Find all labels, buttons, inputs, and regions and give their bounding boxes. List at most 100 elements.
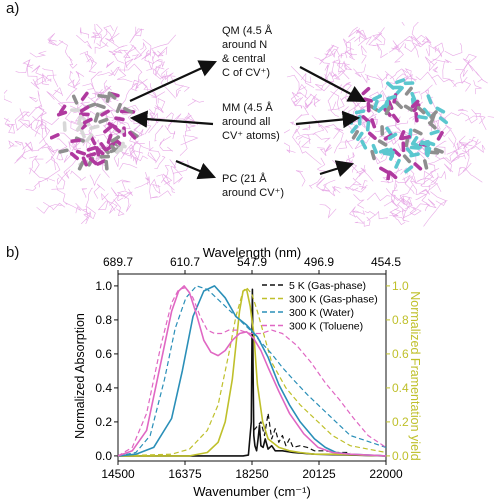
- solvent-molecule: [185, 123, 191, 137]
- solvent-molecule: [334, 127, 344, 142]
- solvent-molecule: [351, 186, 367, 193]
- solvent-molecule: [116, 179, 131, 191]
- solvent-molecule: [56, 169, 71, 186]
- y-tick-label: 0.8: [95, 313, 112, 327]
- solvent-molecule: [449, 154, 466, 165]
- solvent-molecule: [428, 157, 443, 172]
- cv-bond: [412, 128, 423, 136]
- solvent-molecule: [284, 129, 291, 134]
- solvent-molecule: [108, 187, 119, 206]
- solvent-molecule: [383, 189, 398, 207]
- solvent-molecule: [38, 106, 47, 119]
- x2-tick-label: 496.9: [304, 255, 334, 269]
- series-line-0: [118, 288, 387, 457]
- solvent-molecule: [475, 71, 488, 84]
- solvent-molecule: [108, 26, 120, 42]
- cv-bond: [77, 160, 85, 171]
- cv-bond: [70, 138, 81, 143]
- solvent-molecule: [302, 124, 311, 131]
- solvent-molecule: [487, 116, 494, 118]
- solvent-molecule: [385, 188, 412, 201]
- solvent-molecule: [75, 101, 90, 122]
- solvent-molecule: [444, 43, 463, 57]
- solvent-molecule: [150, 190, 172, 199]
- solvent-molecule: [46, 142, 59, 159]
- solvent-molecule: [113, 149, 125, 167]
- solvent-molecule: [286, 74, 307, 91]
- solvent-molecule: [390, 211, 406, 226]
- cv-bond: [58, 148, 69, 154]
- cv-bond: [377, 139, 388, 147]
- solvent-molecule: [20, 116, 37, 127]
- solvent-molecule: [296, 83, 308, 98]
- cv-bond: [356, 131, 364, 142]
- solvent-molecule: [453, 81, 472, 92]
- solvent-molecule: [29, 50, 47, 58]
- solvent-molecule: [119, 121, 131, 129]
- solvent-molecule: [93, 183, 106, 199]
- solvent-molecule: [4, 118, 15, 128]
- solvent-molecule: [462, 141, 470, 157]
- solvent-molecule: [394, 177, 406, 190]
- solvent-molecule: [290, 91, 309, 107]
- solvent-molecule: [56, 185, 68, 205]
- solvent-molecule: [298, 145, 322, 166]
- solvent-molecule: [372, 32, 382, 43]
- cv-bond: [80, 91, 89, 101]
- cv-bond: [384, 105, 392, 116]
- solvent-molecule: [75, 202, 89, 224]
- cv-bond: [400, 135, 411, 141]
- solvent-molecule: [456, 142, 473, 150]
- cv-bond: [416, 105, 426, 115]
- solvent-molecule: [160, 75, 176, 99]
- solvent-molecule: [423, 169, 436, 185]
- solvent-molecule: [16, 123, 33, 131]
- cv-bond: [110, 135, 121, 143]
- solvent-molecule: [43, 202, 66, 211]
- solvent-molecule: [327, 84, 343, 111]
- cv-bond: [103, 125, 113, 134]
- solvent-molecule: [402, 174, 415, 195]
- y2-tick-label: 0.6: [392, 347, 409, 361]
- solvent-molecule: [33, 158, 44, 173]
- solvent-molecule: [381, 73, 389, 88]
- qm-arrow-left: [129, 60, 217, 102]
- solvent-molecule: [150, 34, 177, 58]
- solvent-molecule: [375, 92, 385, 109]
- solvent-molecule: [110, 66, 120, 77]
- solvent-molecule: [38, 178, 56, 188]
- solvent-molecule: [133, 26, 143, 37]
- solvent-molecule: [413, 176, 431, 187]
- solvent-molecule: [391, 47, 404, 63]
- solvent-molecule: [459, 59, 471, 84]
- solvent-molecule: [348, 26, 366, 39]
- solvent-molecule: [457, 108, 468, 112]
- cv-bond: [427, 121, 437, 130]
- solvent-molecule: [148, 112, 158, 134]
- solvent-molecule: [354, 135, 367, 150]
- cv-bond: [58, 104, 67, 115]
- solvent-molecule: [153, 64, 176, 78]
- cv-bond: [115, 145, 124, 154]
- solvent-molecule: [354, 215, 365, 224]
- cv-bond: [387, 132, 398, 140]
- cv-bond: [386, 94, 397, 101]
- solvent-molecule: [146, 59, 163, 71]
- solvent-molecule: [372, 31, 386, 46]
- solvent-molecule: [154, 155, 166, 169]
- solvent-molecule: [48, 39, 64, 46]
- x2-tick-label: 689.7: [103, 255, 133, 269]
- solvent-molecule: [314, 57, 330, 72]
- solvent-molecule: [428, 118, 441, 130]
- cv-bond: [97, 93, 108, 99]
- solvent-molecule: [316, 177, 327, 192]
- cv-bond: [69, 152, 79, 161]
- cv-bond: [361, 115, 371, 124]
- solvent-molecule: [354, 36, 372, 45]
- cv-bond: [76, 114, 83, 125]
- solvent-molecule: [349, 206, 356, 218]
- solvent-molecule: [28, 155, 38, 169]
- legend-label: 5 K (Gas-phase): [289, 280, 366, 292]
- solvent-molecule: [324, 48, 341, 57]
- solvent-molecule: [424, 56, 438, 72]
